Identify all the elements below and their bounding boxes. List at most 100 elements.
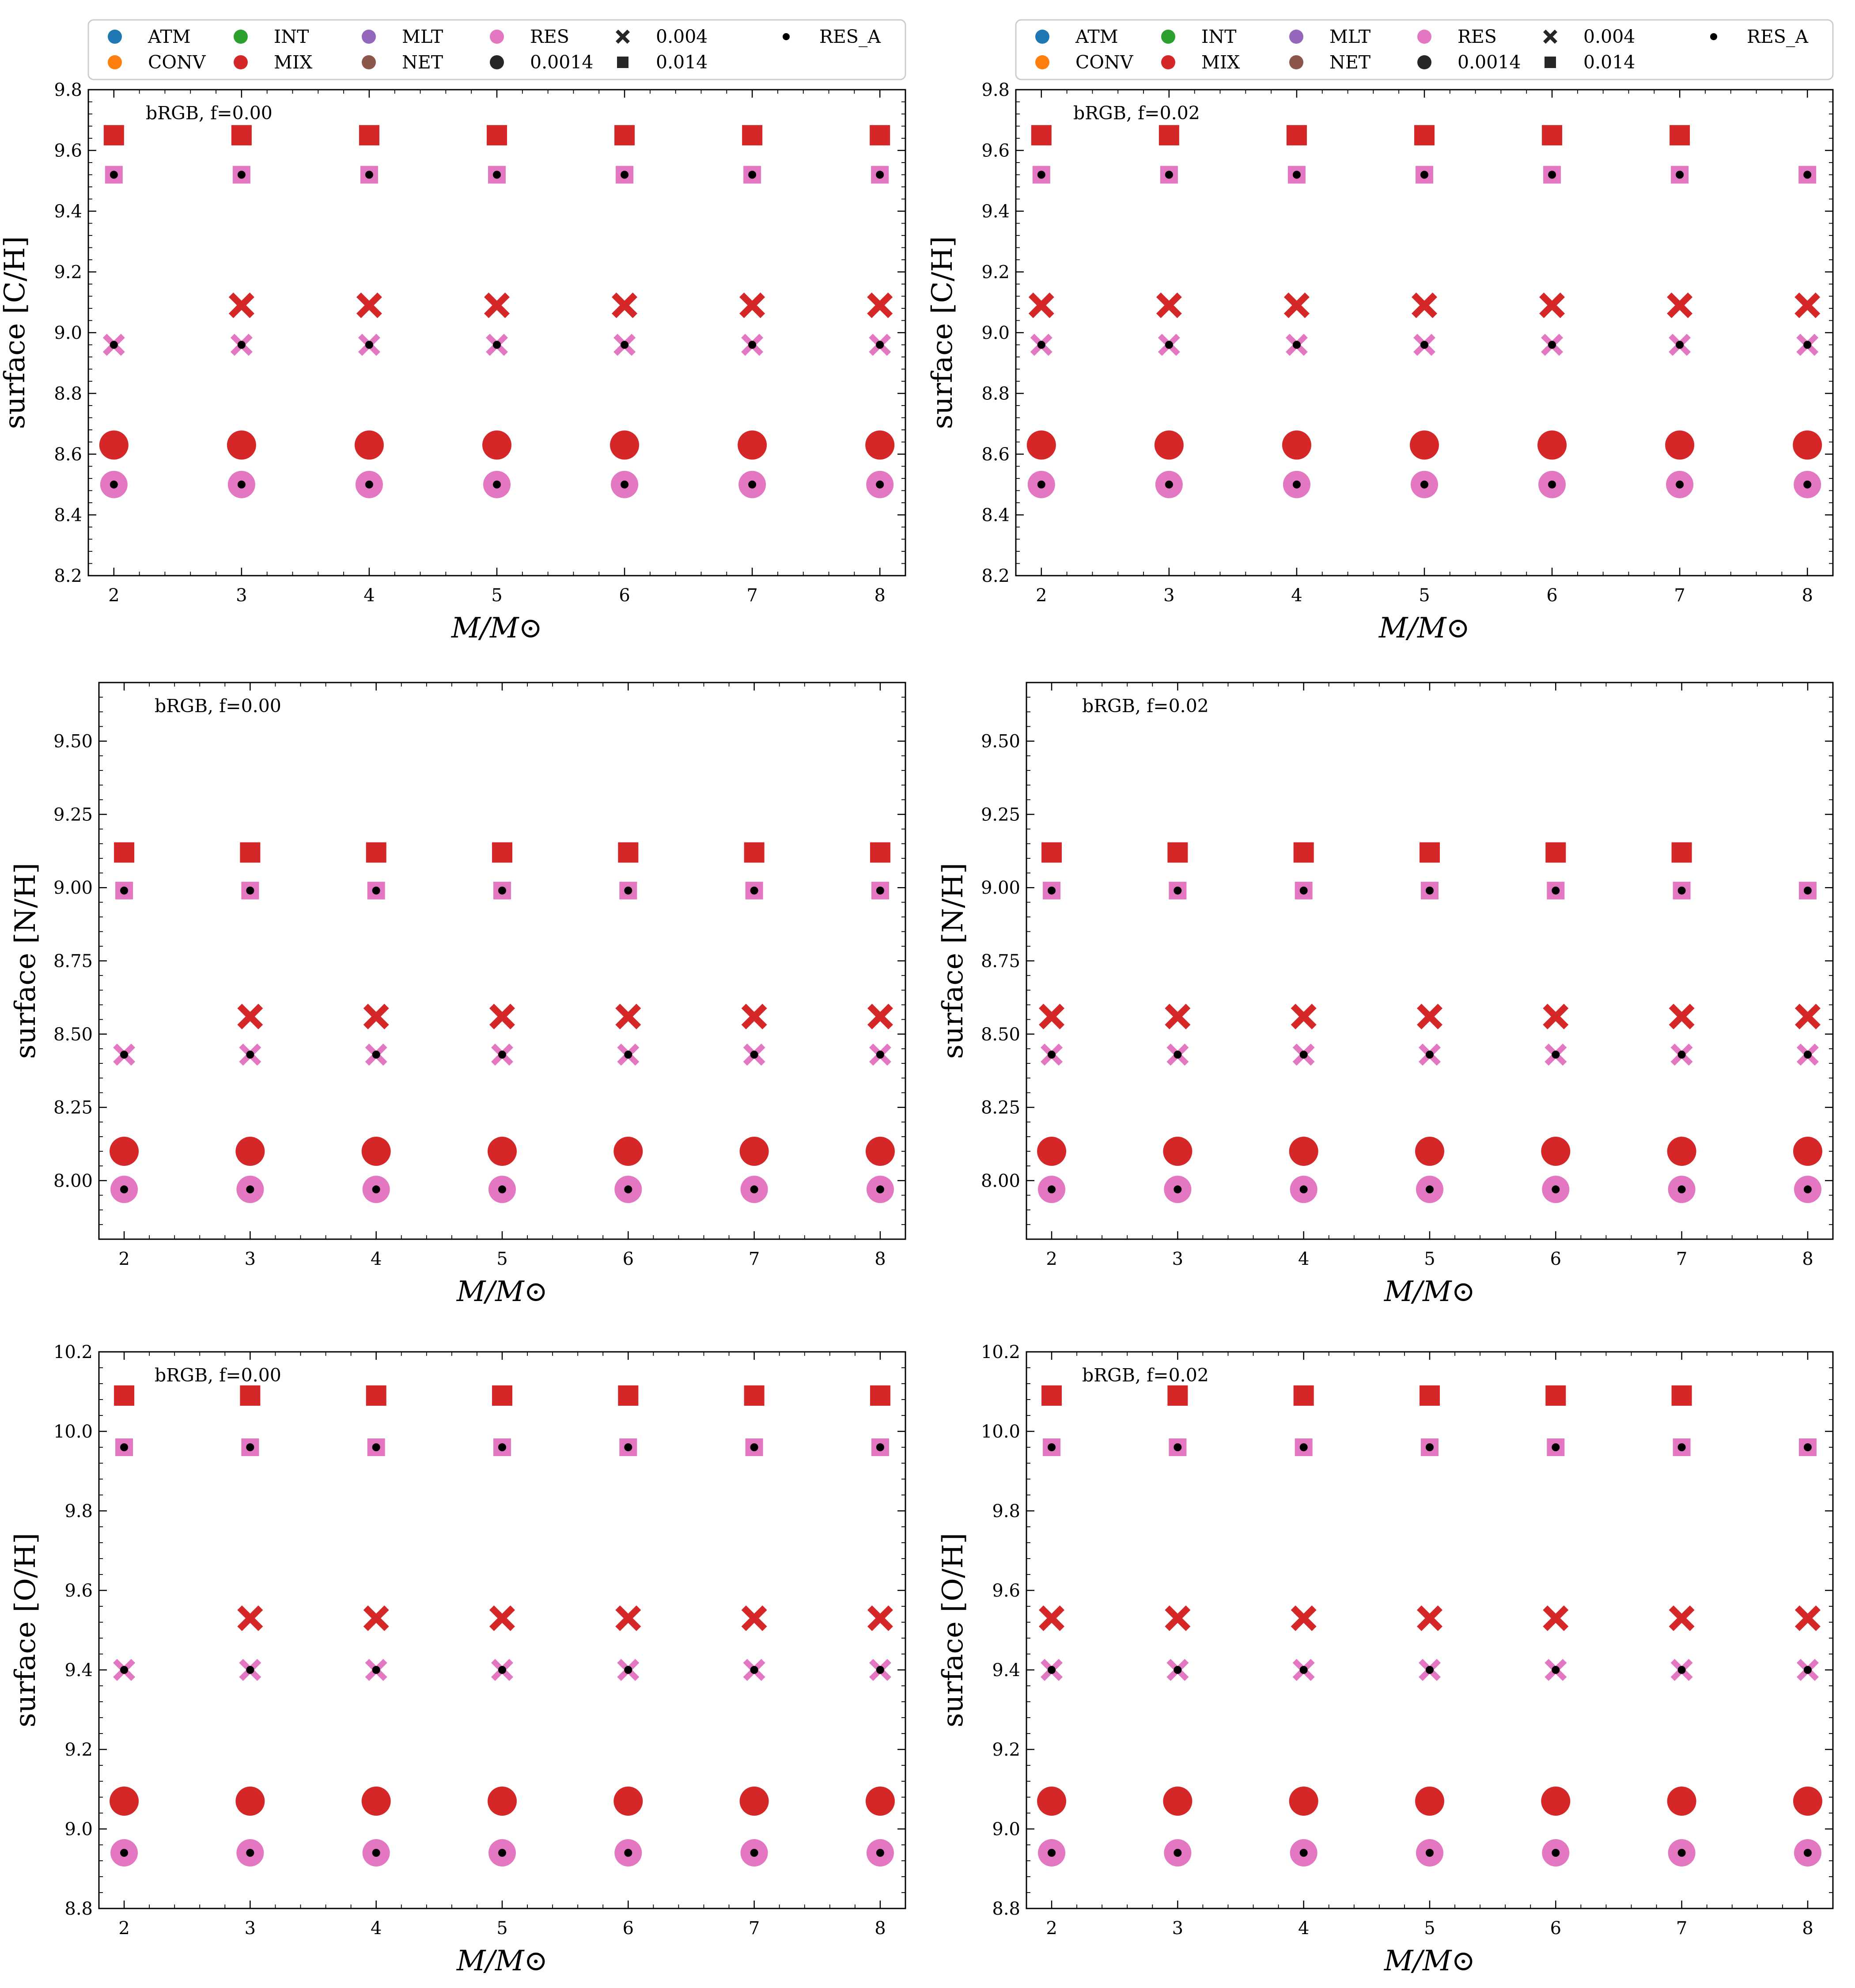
y-tick-label: 8.6 xyxy=(981,444,1010,465)
data-point xyxy=(1543,1605,1569,1631)
data-point xyxy=(372,1666,380,1674)
data-point xyxy=(120,1185,129,1194)
data-point xyxy=(1426,886,1434,895)
data-point xyxy=(1552,1443,1560,1451)
data-point xyxy=(870,842,890,863)
legend-label: 0.0014 xyxy=(530,52,593,73)
x-tick-label: 2 xyxy=(1036,585,1047,606)
data-point xyxy=(1299,1666,1308,1674)
legend-label: NET xyxy=(402,52,443,73)
series-mix-0.0014 xyxy=(1037,1787,1822,1816)
data-point xyxy=(1677,1185,1686,1194)
data-point xyxy=(618,1385,639,1406)
data-point xyxy=(1537,430,1567,460)
data-point xyxy=(1041,842,1062,863)
legend-marker-0-004 xyxy=(616,30,630,44)
legend-label: RES_A xyxy=(819,26,881,47)
legend-marker-mlt xyxy=(1289,30,1303,44)
x-tick-label: 2 xyxy=(108,585,119,606)
data-point xyxy=(1670,125,1690,146)
legend-marker-conv xyxy=(108,55,122,69)
chart-panel-6: 2 3 4 5 6 7 8 8.8 9.0 9.2 9.4 9.6 9.8 10.0 10.2 M/M⊙ sur… xyxy=(937,1342,1834,1977)
y-tick-label: 8.4 xyxy=(981,505,1010,526)
x-tick-label: 4 xyxy=(371,1918,382,1939)
data-point xyxy=(865,1137,895,1166)
data-point xyxy=(1671,1385,1692,1406)
x-tick-label: 5 xyxy=(1424,1249,1435,1269)
data-point xyxy=(1677,1666,1686,1674)
data-point xyxy=(1803,1849,1812,1857)
data-point xyxy=(120,1849,129,1857)
series-res-a xyxy=(1048,1443,1812,1857)
data-point xyxy=(614,125,635,146)
y-tick-label: 8.2 xyxy=(54,566,82,586)
data-point xyxy=(372,1051,380,1059)
y-tick-label: 9.0 xyxy=(981,323,1010,343)
data-point xyxy=(742,125,763,146)
x-tick-label: 6 xyxy=(1550,1918,1561,1939)
legend-marker-res xyxy=(490,30,504,44)
plot-frame xyxy=(1026,1351,1834,1909)
data-point xyxy=(363,1605,389,1631)
data-point xyxy=(1426,1185,1434,1194)
legend-label: ATM xyxy=(1075,26,1118,47)
data-point xyxy=(1167,842,1188,863)
series-mix-0.004 xyxy=(237,1004,893,1029)
data-point xyxy=(114,842,135,863)
legend-label: RES_A xyxy=(1747,26,1809,47)
y-tick-label: 8.75 xyxy=(981,951,1020,971)
legend-label: INT xyxy=(1201,26,1236,47)
data-point xyxy=(1676,341,1684,349)
series-mix-0.004 xyxy=(1028,292,1821,319)
x-tick-label: 7 xyxy=(749,1918,760,1939)
data-point xyxy=(1677,1849,1686,1857)
y-tick-label: 10.2 xyxy=(53,1342,93,1362)
y-tick-label: 9.6 xyxy=(64,1581,93,1601)
data-point xyxy=(1665,430,1695,460)
data-point xyxy=(1541,1787,1571,1816)
data-point xyxy=(487,125,507,146)
legend-marker-mix xyxy=(234,55,248,69)
y-tick-label: 8.75 xyxy=(53,951,93,971)
x-axis-label: M/M⊙ xyxy=(456,1945,548,1977)
legend-label: 0.014 xyxy=(1583,52,1635,73)
data-point xyxy=(1048,1666,1056,1674)
data-point xyxy=(361,1137,391,1166)
data-point xyxy=(493,341,501,349)
data-point xyxy=(1677,886,1686,895)
x-tick-label: 4 xyxy=(1298,1249,1309,1269)
x-tick-label: 7 xyxy=(1674,585,1685,606)
data-point xyxy=(365,480,373,489)
data-point xyxy=(1174,1443,1182,1451)
x-axis-label: M/M⊙ xyxy=(451,612,542,645)
legend-marker-res-a xyxy=(783,33,790,40)
data-point xyxy=(492,842,512,863)
data-point xyxy=(237,480,246,489)
legend-marker-mix xyxy=(1161,55,1175,69)
data-point xyxy=(1167,1385,1188,1406)
data-point xyxy=(1291,1605,1317,1631)
x-tick-label: 6 xyxy=(1550,1249,1561,1269)
y-tick-label: 8.8 xyxy=(992,1899,1020,1919)
data-point xyxy=(114,1385,135,1406)
data-point xyxy=(1174,1849,1182,1857)
data-point xyxy=(748,171,757,179)
data-point xyxy=(231,125,252,146)
data-point xyxy=(876,171,884,179)
x-tick-label: 7 xyxy=(1676,1249,1687,1269)
x-tick-label: 3 xyxy=(1172,1249,1183,1269)
data-point xyxy=(237,171,246,179)
data-point xyxy=(1156,292,1182,319)
data-point xyxy=(750,1185,758,1194)
legend-marker-net xyxy=(1289,55,1303,69)
y-tick-label: 10.2 xyxy=(981,1342,1020,1362)
data-point xyxy=(867,292,893,319)
data-point xyxy=(1543,1004,1569,1029)
x-tick-label: 5 xyxy=(491,585,502,606)
data-point xyxy=(1415,1137,1444,1166)
series-res-0.014 xyxy=(115,1438,889,1456)
data-point xyxy=(482,430,511,460)
y-tick-label: 9.8 xyxy=(54,80,82,100)
data-point xyxy=(1165,341,1173,349)
panel-annotation: bRGB, f=0.00 xyxy=(155,695,281,717)
